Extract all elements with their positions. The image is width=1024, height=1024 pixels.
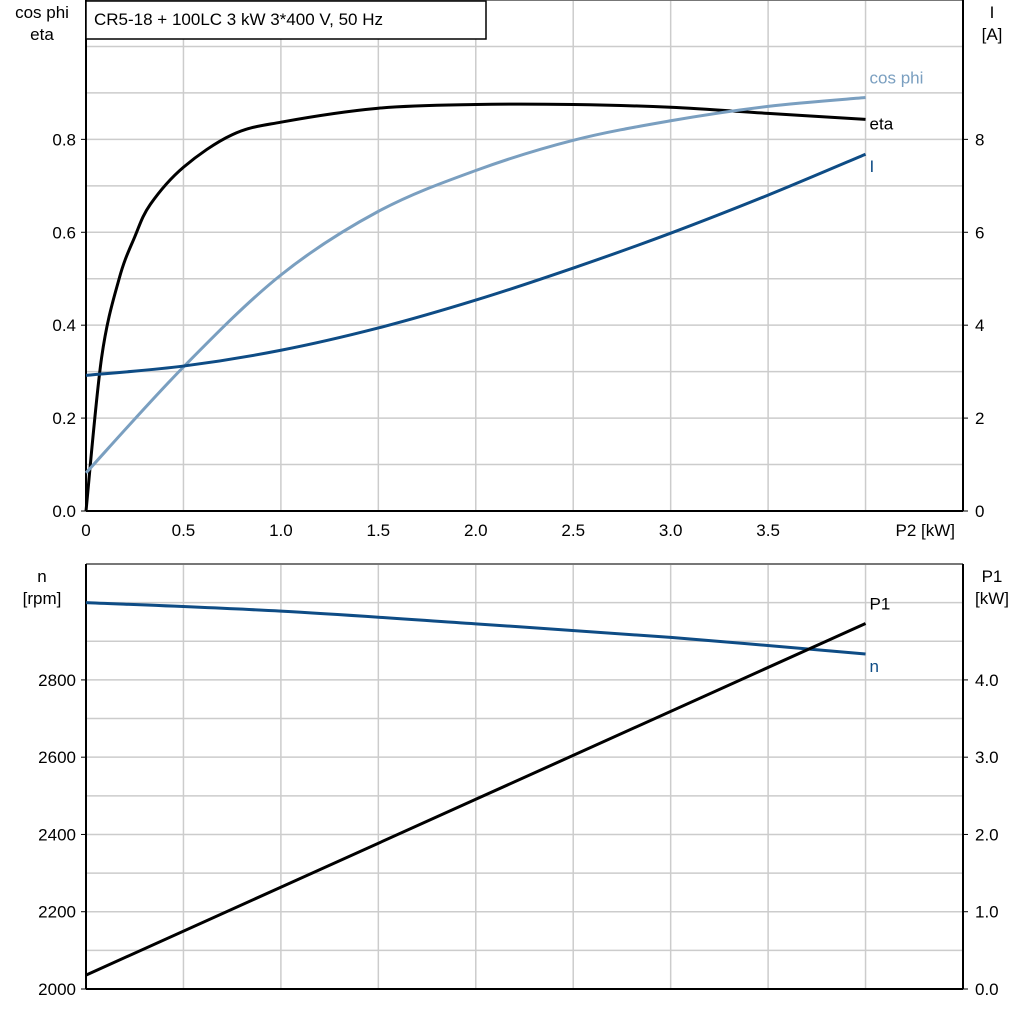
bottom-y-label-right-1: P1 bbox=[982, 567, 1003, 586]
top-series-i-line bbox=[85, 152, 867, 377]
top-x-tick-label: 3.5 bbox=[756, 521, 780, 540]
top-y-tick-label-left: 0.0 bbox=[52, 502, 76, 521]
top-x-tick-label: 3.0 bbox=[659, 521, 683, 540]
top-y-tick-label-left: 0.6 bbox=[52, 223, 76, 242]
top-x-tick-label: 2.5 bbox=[561, 521, 585, 540]
bottom-y-tick-label-right: 4.0 bbox=[975, 671, 999, 690]
top-series-cos-phi-line bbox=[84, 96, 866, 474]
bottom-y-tick-label-left: 2400 bbox=[38, 825, 76, 844]
bottom-series-n-line bbox=[85, 601, 866, 656]
top-x-tick-label: 0 bbox=[81, 521, 90, 540]
top-x-axis-label: P2 [kW] bbox=[895, 521, 955, 540]
top-y-tick-label-left: 0.4 bbox=[52, 316, 76, 335]
bottom-y-tick-label-right: 2.0 bbox=[975, 825, 999, 844]
top-y-label-left-2: eta bbox=[30, 25, 54, 44]
top-y-tick-label-left: 0.8 bbox=[52, 130, 76, 149]
bottom-y-tick-label-left: 2200 bbox=[38, 903, 76, 922]
bottom-y-tick-label-right: 1.0 bbox=[975, 903, 999, 922]
bottom-y-tick-label-left: 2000 bbox=[38, 980, 76, 999]
top-x-tick-label: 1.0 bbox=[269, 521, 293, 540]
bottom-y-label-left-2: [rpm] bbox=[23, 589, 62, 608]
bottom-y-tick-label-right: 3.0 bbox=[975, 748, 999, 767]
bottom-y-label-left-1: n bbox=[37, 567, 46, 586]
top-x-tick-label: 1.5 bbox=[367, 521, 391, 540]
bottom-series-n-label: n bbox=[870, 657, 879, 676]
top-y-tick-label-right: 2 bbox=[975, 409, 984, 428]
bottom-y-label-right-2: [kW] bbox=[975, 589, 1009, 608]
top-y-tick-label-right: 0 bbox=[975, 502, 984, 521]
bottom-y-tick-label-left: 2600 bbox=[38, 748, 76, 767]
top-series-eta-line bbox=[84, 102, 866, 512]
top-y-label-right-1: I bbox=[990, 3, 995, 22]
bottom-series-p1-label: P1 bbox=[870, 595, 891, 614]
top-y-tick-label-left: 0.2 bbox=[52, 409, 76, 428]
chart-title: CR5-18 + 100LC 3 kW 3*400 V, 50 Hz bbox=[94, 10, 383, 29]
top-y-label-right-2: [A] bbox=[982, 25, 1003, 44]
top-y-tick-label-right: 4 bbox=[975, 316, 984, 335]
top-x-tick-label: 2.0 bbox=[464, 521, 488, 540]
bottom-y-tick-label-right: 0.0 bbox=[975, 980, 999, 999]
top-series-cos-phi-label: cos phi bbox=[870, 69, 924, 88]
top-x-tick-label: 0.5 bbox=[172, 521, 196, 540]
bottom-series-p1-line bbox=[85, 622, 867, 977]
title-box bbox=[85, 0, 487, 40]
top-y-label-left-1: cos phi bbox=[15, 3, 69, 22]
top-series-i-label: I bbox=[870, 157, 875, 176]
top-y-tick-label-right: 6 bbox=[975, 223, 984, 242]
top-series-eta-label: eta bbox=[870, 114, 894, 133]
bottom-y-tick-label-left: 2800 bbox=[38, 671, 76, 690]
top-y-tick-label-right: 8 bbox=[975, 130, 984, 149]
